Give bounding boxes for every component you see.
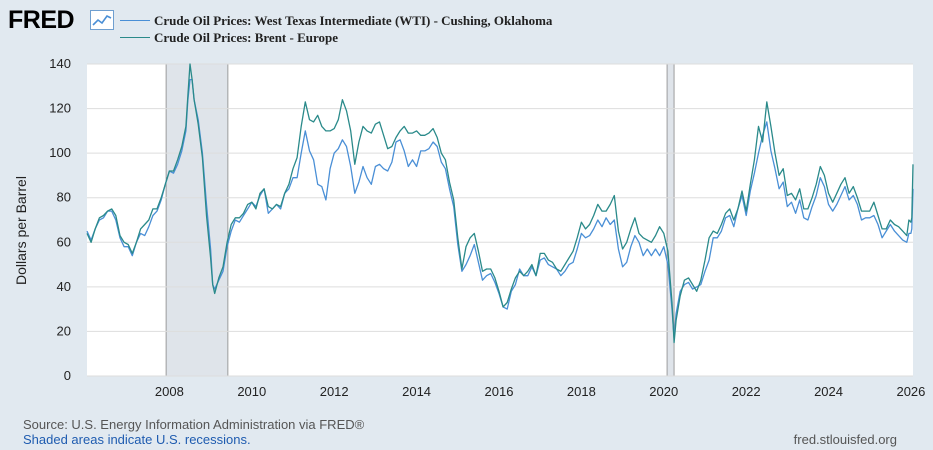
- line-chart-icon: [90, 10, 114, 30]
- x-tick-label: 2022: [732, 384, 761, 399]
- x-tick-label: 2024: [814, 384, 843, 399]
- x-tick-label: 2016: [485, 384, 514, 399]
- fred-site-link[interactable]: fred.stlouisfed.org: [793, 432, 897, 447]
- y-tick-label: 100: [49, 145, 71, 160]
- x-tick-label: 2026: [896, 384, 925, 399]
- y-tick-label: 20: [57, 323, 71, 338]
- series-line-brent[interactable]: [86, 63, 914, 344]
- legend-entry-wti[interactable]: Crude Oil Prices: West Texas Intermediat…: [120, 12, 552, 29]
- source-note: Source: U.S. Energy Information Administ…: [23, 417, 365, 432]
- y-axis-ticks: 0 20 40 60 80 100 120 140: [49, 56, 71, 383]
- legend-label-wti: Crude Oil Prices: West Texas Intermediat…: [154, 12, 553, 28]
- gridlines: [87, 63, 913, 377]
- legend-entry-brent[interactable]: Crude Oil Prices: Brent - Europe: [120, 29, 552, 46]
- x-tick-label: 2008: [155, 384, 184, 399]
- y-tick-label: 0: [64, 368, 71, 383]
- x-axis-ticks: 2008 2010 2012 2014 2016 2018 2020 2022 2024 2026: [155, 384, 925, 399]
- y-tick-label: 120: [49, 101, 71, 116]
- y-tick-label: 60: [57, 234, 71, 249]
- chart-legend: Crude Oil Prices: West Texas Intermediat…: [120, 12, 552, 46]
- x-tick-label: 2018: [567, 384, 596, 399]
- y-tick-label: 140: [49, 56, 71, 71]
- x-tick-label: 2020: [649, 384, 678, 399]
- series-lines: [86, 63, 914, 344]
- x-tick-label: 2010: [237, 384, 266, 399]
- legend-swatch-brent: [120, 37, 150, 38]
- fred-logo[interactable]: FRED: [8, 6, 75, 34]
- legend-swatch-wti: [120, 20, 150, 21]
- footer-notes: Source: U.S. Energy Information Administ…: [23, 417, 364, 447]
- y-tick-label: 40: [57, 279, 71, 294]
- x-tick-label: 2014: [402, 384, 431, 399]
- recession-note-link[interactable]: Shaded areas indicate U.S. recessions.: [23, 432, 251, 447]
- legend-label-brent: Crude Oil Prices: Brent - Europe: [154, 29, 339, 45]
- y-tick-label: 80: [57, 190, 71, 205]
- x-tick-label: 2012: [320, 384, 349, 399]
